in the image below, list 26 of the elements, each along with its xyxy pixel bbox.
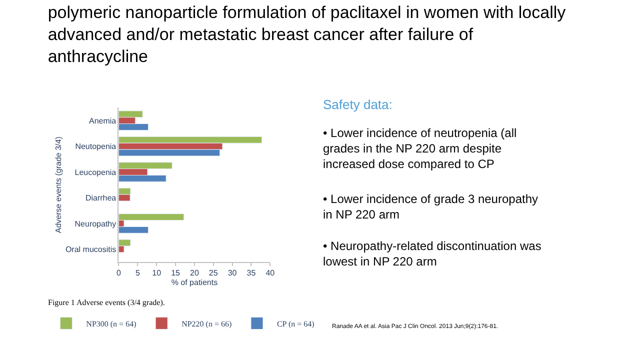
text: polymeric nanoparticle formulation of paclitaxel in women with locally advanced and/or metastatic breast cancer after failure of anthracycline <box>48 2 566 66</box>
x-tick-label: 20 <box>190 268 200 278</box>
y-tick-label: Leucopenia <box>74 168 117 177</box>
x-tick-label: 25 <box>208 268 218 278</box>
text: Safety data: <box>323 97 392 112</box>
x-tick-label: 15 <box>171 268 181 278</box>
x-tick-label: 30 <box>228 268 238 278</box>
x-tick-label: 35 <box>246 268 256 278</box>
caption: Figure 1 Adverse events (3/4 grade). <box>48 298 165 307</box>
x-tick-label: 0 <box>116 268 122 278</box>
y-axis-title: Adverse events (grade 3/4) <box>54 136 64 234</box>
y-tick-label: Oral mucositis <box>65 245 116 254</box>
y-tick-label: Neutopenia <box>75 142 117 152</box>
x-tick-label: 10 <box>152 268 162 278</box>
y-tick-label: Neuropathy <box>74 219 116 228</box>
y-tick-label: Diarrhea <box>85 194 117 203</box>
x-tick-label: 5 <box>135 268 140 278</box>
text: • Neuropathy-related discontinuation was lowest in NP 220 arm <box>323 239 542 269</box>
y-tick-label: Anemia <box>89 116 117 126</box>
text: • Lower incidence of neutropenia (all grades in the NP 220 arm despite increased dose compared to CP <box>323 126 517 172</box>
legend-label: NP300 (n = 64) <box>86 319 137 328</box>
x-tick-label: 40 <box>266 268 276 278</box>
text: • Lower incidence of grade 3 neuropathy in NP 220 arm <box>323 192 538 222</box>
legend-label: CP (n = 64) <box>276 319 315 328</box>
x-axis-title: % of patients <box>171 278 218 287</box>
legend-label: NP220 (n = 66) <box>182 319 232 328</box>
